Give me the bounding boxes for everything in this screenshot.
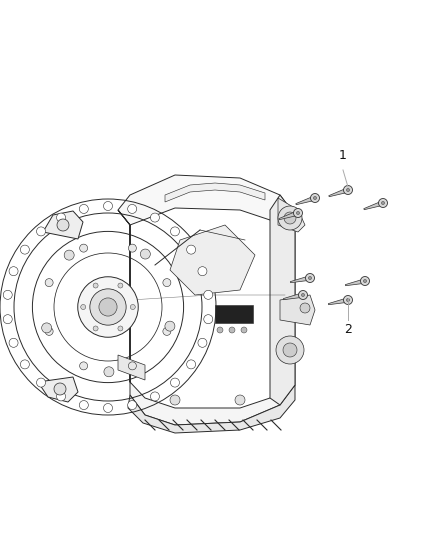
Circle shape — [103, 403, 113, 413]
Circle shape — [79, 205, 88, 213]
Circle shape — [127, 401, 137, 409]
Circle shape — [150, 213, 159, 222]
Circle shape — [198, 338, 207, 348]
Circle shape — [301, 294, 304, 296]
Circle shape — [170, 378, 180, 387]
Circle shape — [9, 338, 18, 348]
Polygon shape — [329, 188, 349, 197]
Polygon shape — [280, 295, 315, 325]
Polygon shape — [279, 211, 299, 220]
Circle shape — [343, 185, 353, 195]
Circle shape — [187, 360, 196, 369]
Text: 2: 2 — [344, 323, 352, 336]
Circle shape — [381, 201, 385, 205]
Circle shape — [170, 395, 180, 405]
Circle shape — [346, 189, 350, 191]
Circle shape — [57, 219, 69, 231]
Circle shape — [204, 290, 213, 300]
Circle shape — [229, 327, 235, 333]
Polygon shape — [270, 195, 295, 405]
Circle shape — [293, 208, 303, 217]
Circle shape — [308, 277, 311, 280]
Circle shape — [165, 321, 175, 331]
Circle shape — [93, 283, 98, 288]
Circle shape — [36, 378, 46, 387]
Circle shape — [42, 323, 52, 333]
Circle shape — [235, 395, 245, 405]
Circle shape — [299, 290, 307, 300]
Circle shape — [187, 245, 196, 254]
Polygon shape — [165, 183, 265, 202]
Circle shape — [130, 304, 135, 310]
Circle shape — [163, 327, 171, 335]
Circle shape — [297, 212, 300, 215]
Circle shape — [103, 201, 113, 211]
Circle shape — [283, 343, 297, 357]
Text: 1: 1 — [339, 149, 347, 162]
Circle shape — [3, 314, 12, 324]
Circle shape — [128, 362, 136, 370]
Circle shape — [204, 314, 213, 324]
Polygon shape — [128, 385, 295, 433]
Circle shape — [3, 290, 12, 300]
Circle shape — [360, 277, 370, 286]
Circle shape — [343, 295, 353, 304]
Circle shape — [314, 197, 317, 199]
Circle shape — [163, 279, 171, 287]
Polygon shape — [118, 355, 145, 380]
Circle shape — [241, 327, 247, 333]
Circle shape — [118, 283, 123, 288]
Polygon shape — [345, 279, 365, 286]
Circle shape — [64, 250, 74, 260]
Circle shape — [54, 383, 66, 395]
Circle shape — [36, 227, 46, 236]
Circle shape — [140, 249, 150, 259]
Circle shape — [99, 298, 117, 316]
Circle shape — [118, 326, 123, 331]
Circle shape — [305, 273, 314, 282]
Circle shape — [21, 360, 29, 369]
Circle shape — [45, 279, 53, 287]
Circle shape — [198, 266, 207, 276]
Circle shape — [364, 279, 367, 282]
Polygon shape — [364, 201, 384, 209]
Polygon shape — [283, 293, 304, 300]
Polygon shape — [278, 198, 305, 232]
Circle shape — [80, 244, 88, 252]
Circle shape — [104, 367, 114, 377]
Circle shape — [276, 336, 304, 364]
Circle shape — [311, 193, 319, 203]
Circle shape — [78, 277, 138, 337]
Polygon shape — [118, 210, 295, 425]
Circle shape — [278, 206, 302, 230]
Circle shape — [79, 401, 88, 409]
Polygon shape — [170, 225, 255, 295]
Circle shape — [346, 298, 350, 302]
Polygon shape — [328, 298, 349, 305]
Circle shape — [300, 303, 310, 313]
Circle shape — [21, 245, 29, 254]
Circle shape — [127, 205, 137, 213]
Circle shape — [170, 227, 180, 236]
Circle shape — [57, 392, 66, 401]
Polygon shape — [296, 196, 316, 205]
Circle shape — [57, 213, 66, 222]
Circle shape — [150, 392, 159, 401]
Circle shape — [90, 289, 126, 325]
Polygon shape — [290, 276, 311, 282]
Circle shape — [45, 327, 53, 335]
Polygon shape — [118, 175, 295, 225]
Circle shape — [80, 362, 88, 370]
Polygon shape — [43, 211, 83, 239]
Circle shape — [128, 244, 136, 252]
Circle shape — [378, 198, 388, 207]
Circle shape — [93, 326, 98, 331]
Circle shape — [217, 327, 223, 333]
Polygon shape — [38, 377, 78, 402]
Circle shape — [81, 304, 86, 310]
Bar — [215, 305, 253, 323]
Circle shape — [9, 266, 18, 276]
Circle shape — [284, 212, 296, 224]
